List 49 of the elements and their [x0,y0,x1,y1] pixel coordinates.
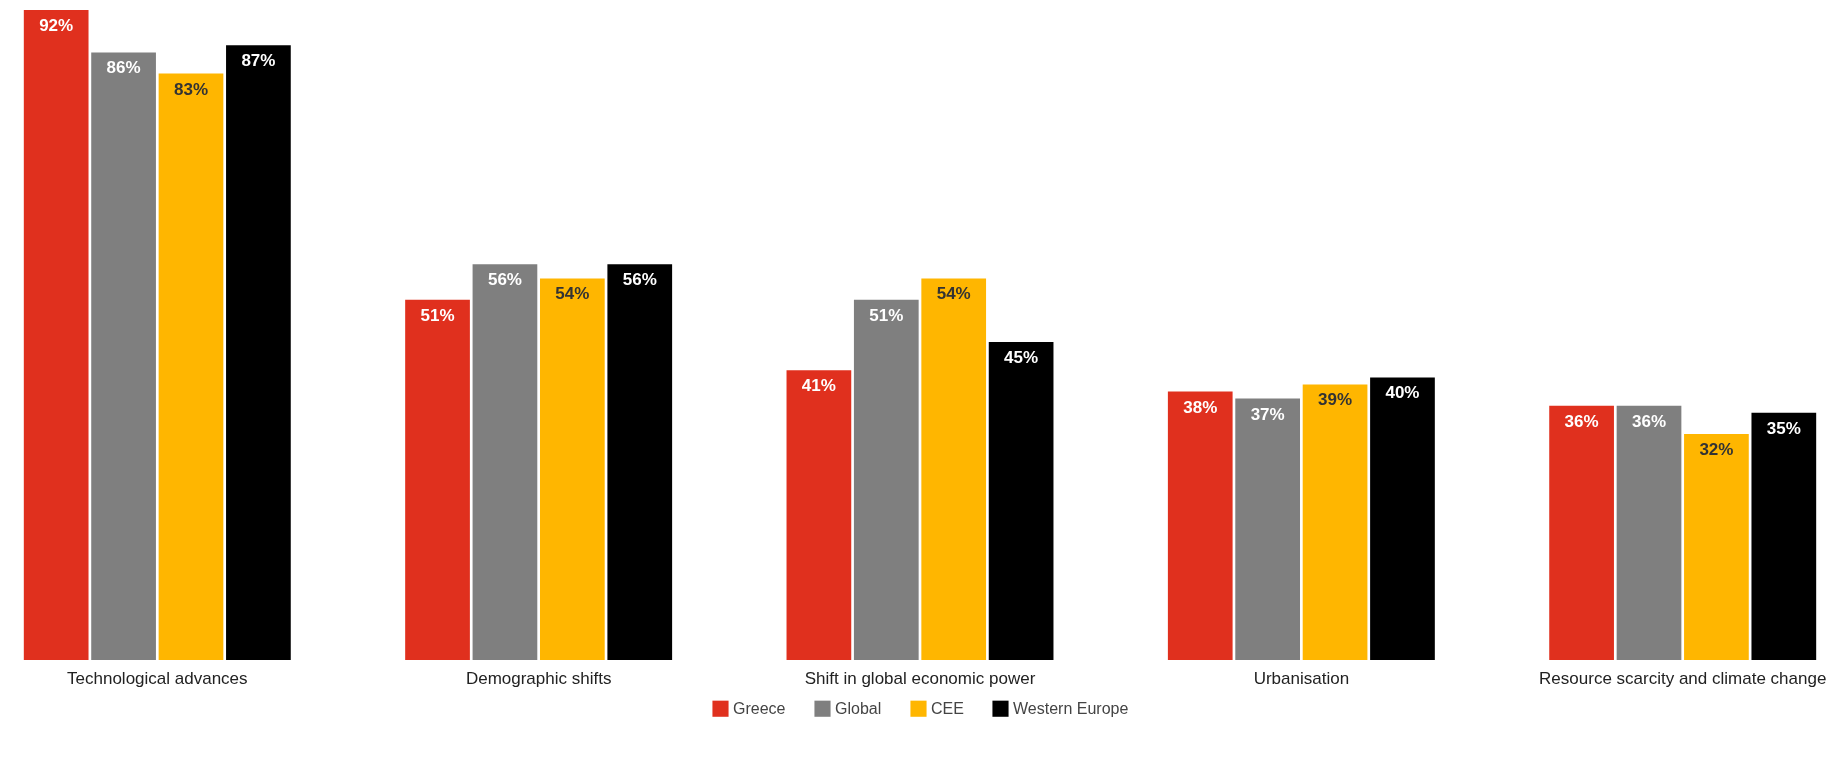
bar [607,264,673,660]
legend-label: Global [835,699,882,717]
bar [1370,377,1435,660]
bar [539,278,605,660]
bar [405,299,470,660]
x-tick-label: Technological advances [67,668,248,688]
data-label: 92% [39,16,74,35]
data-label: 51% [420,305,455,325]
bar [1684,433,1749,660]
data-label: 40% [1385,383,1420,403]
data-label: 51% [869,305,904,325]
legend-label: Greece [733,699,786,717]
bar [472,264,538,660]
bar [853,299,919,660]
x-tick-label: Resource scarcity and climate change [1539,668,1827,688]
data-label: 36% [1564,411,1599,431]
data-label: 41% [801,376,836,396]
data-label: 54% [936,284,971,304]
bar [226,45,291,660]
bar [786,370,852,660]
data-label: 32% [1699,439,1734,459]
bar [1751,412,1817,660]
legend-label: CEE [931,699,964,717]
bar [1302,384,1368,660]
bar [921,278,987,660]
bar [91,52,156,660]
data-label: 56% [622,270,657,290]
bar [1167,391,1233,660]
bar [1549,405,1614,660]
data-label: 35% [1766,418,1801,438]
data-label: 86% [106,58,141,78]
bar [158,73,224,660]
data-label: 54% [555,284,590,304]
data-label: 38% [1183,397,1218,417]
bar [1235,398,1301,660]
data-label: 45% [1004,348,1039,368]
bar [988,342,1054,660]
x-tick-label: Shift in global economic power [804,668,1036,688]
bar [23,10,89,660]
legend-label: Western Europe [1013,699,1129,717]
data-label: 83% [173,79,209,99]
x-tick-label: Demographic shifts [465,668,612,688]
data-label: 36% [1631,411,1667,431]
bar [1616,405,1682,660]
x-tick-label: Urbanisation [1253,668,1350,688]
data-label: 39% [1318,390,1353,410]
data-label: 87% [241,51,276,71]
data-label: 37% [1250,404,1285,424]
data-label: 56% [487,270,522,290]
